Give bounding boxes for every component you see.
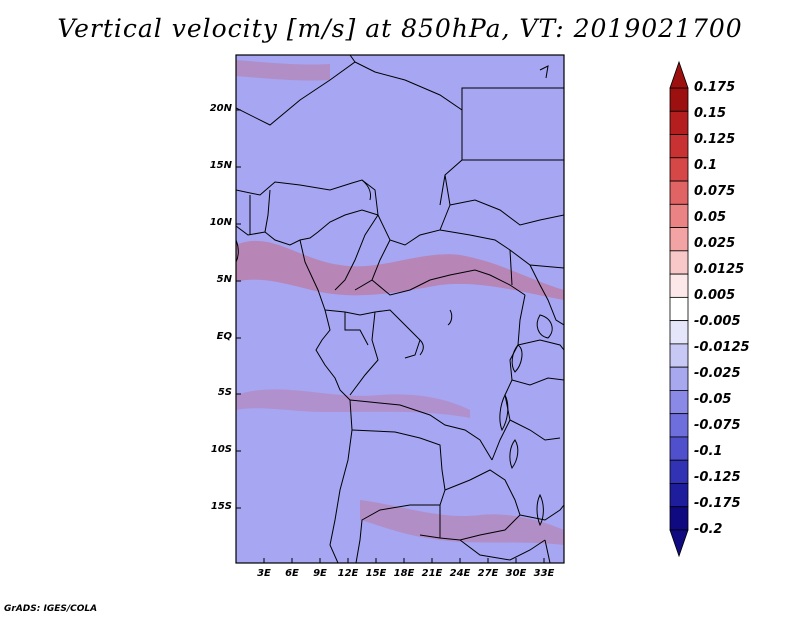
colorbar-label: 0.005 bbox=[694, 288, 736, 303]
lat-label-5s: 5S bbox=[217, 387, 232, 398]
colorbar-label: 0.075 bbox=[694, 184, 736, 199]
colorbar-swatch bbox=[669, 180, 689, 205]
colorbar-label: -0.2 bbox=[694, 522, 723, 537]
colorbar-label: -0.125 bbox=[694, 470, 741, 485]
colorbar-label: 0.0125 bbox=[694, 262, 745, 277]
colorbar-swatch bbox=[669, 273, 689, 298]
colorbar-swatch bbox=[669, 390, 689, 415]
colorbar-swatch bbox=[669, 203, 689, 228]
colorbar-label: 0.15 bbox=[694, 106, 727, 121]
lon-label-30e: 30E bbox=[505, 568, 527, 579]
colorbar-swatch bbox=[669, 250, 689, 275]
colorbar-swatch bbox=[669, 413, 689, 438]
colorbar-swatch bbox=[669, 227, 689, 252]
colorbar-label: 0.125 bbox=[694, 132, 736, 147]
lat-label-15s: 15S bbox=[210, 501, 232, 512]
colorbar-label: -0.05 bbox=[694, 392, 732, 407]
lon-label-21e: 21E bbox=[421, 568, 443, 579]
colorbar-swatch bbox=[669, 483, 689, 508]
colorbar-label: -0.0125 bbox=[694, 340, 750, 355]
lat-label-10n: 10N bbox=[209, 217, 232, 228]
colorbar-swatch bbox=[669, 436, 689, 461]
colorbar-label: -0.005 bbox=[694, 314, 741, 329]
colorbar-top-arrow bbox=[669, 60, 689, 89]
lon-label-9e: 9E bbox=[313, 568, 327, 579]
colorbar-label: 0.05 bbox=[694, 210, 727, 225]
colorbar-swatch bbox=[669, 343, 689, 368]
grads-credit: GrADS: IGES/COLA bbox=[4, 604, 98, 614]
lat-label-10s: 10S bbox=[210, 444, 232, 455]
lat-label-15n: 15N bbox=[209, 160, 232, 171]
colorbar-label: -0.175 bbox=[694, 496, 741, 511]
axis-ticks bbox=[236, 109, 545, 563]
colorbar-label: 0.175 bbox=[694, 80, 736, 95]
lon-label-3e: 3E bbox=[257, 568, 271, 579]
map-title: Vertical velocity [m/s] at 850hPa, VT: 2… bbox=[57, 14, 743, 43]
colorbar bbox=[669, 60, 689, 558]
colorbar-swatch bbox=[669, 459, 689, 484]
lat-label-eq: EQ bbox=[216, 331, 232, 342]
lon-label-24e: 24E bbox=[449, 568, 471, 579]
lon-label-6e: 6E bbox=[285, 568, 299, 579]
colorbar-swatch bbox=[669, 296, 689, 322]
colorbar-swatch bbox=[669, 506, 689, 531]
colorbar-label: -0.075 bbox=[694, 418, 741, 433]
lon-label-15e: 15E bbox=[365, 568, 387, 579]
colorbar-label: 0.1 bbox=[694, 158, 718, 173]
lon-label-33e: 33E bbox=[533, 568, 555, 579]
lat-label-5n: 5N bbox=[216, 274, 232, 285]
colorbar-bottom-arrow bbox=[669, 529, 689, 558]
velocity-field bbox=[236, 55, 564, 563]
colorbar-swatch bbox=[669, 110, 689, 135]
political-boundaries bbox=[236, 55, 564, 563]
lat-label-20n: 20N bbox=[209, 103, 232, 114]
colorbar-label: -0.025 bbox=[694, 366, 741, 381]
colorbar-swatch bbox=[669, 320, 689, 345]
colorbar-label: -0.1 bbox=[694, 444, 723, 459]
colorbar-swatch bbox=[669, 134, 689, 159]
lon-label-12e: 12E bbox=[337, 568, 359, 579]
colorbar-label: 0.025 bbox=[694, 236, 736, 251]
colorbar-swatch bbox=[669, 366, 689, 391]
lon-label-27e: 27E bbox=[477, 568, 499, 579]
map-frame bbox=[235, 54, 565, 564]
colorbar-swatch bbox=[669, 87, 689, 112]
lon-label-18e: 18E bbox=[393, 568, 415, 579]
colorbar-swatch bbox=[669, 157, 689, 182]
